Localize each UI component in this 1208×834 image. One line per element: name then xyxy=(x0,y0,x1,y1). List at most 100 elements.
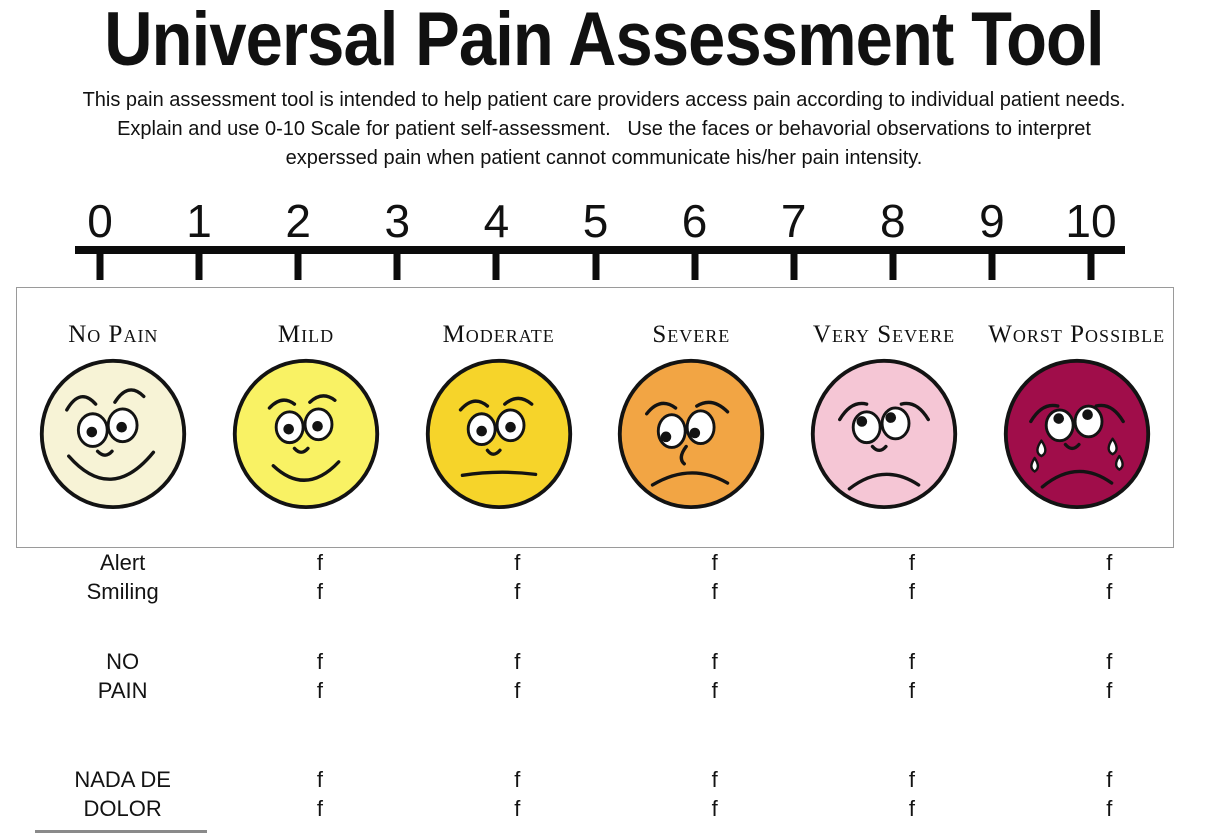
face-column-worst-possible: Worst Possible xyxy=(980,288,1173,547)
pain-scale-numbers: 0 1 2 3 4 5 6 7 8 9 10 xyxy=(87,194,1116,247)
behavior-row-pain: PAIN f f f f f xyxy=(24,678,1208,704)
behavior-mark: f xyxy=(908,579,916,604)
behavior-mark: f xyxy=(908,678,916,703)
face-column-very-severe: Very Severe xyxy=(788,288,981,547)
face-features xyxy=(458,396,537,478)
scale-tick xyxy=(96,252,104,280)
scale-number: 8 xyxy=(880,195,906,247)
scale-number: 1 xyxy=(186,195,212,247)
behavior-mark: f xyxy=(1106,678,1113,703)
face-label: No Pain xyxy=(68,321,159,348)
face-mild-icon xyxy=(232,358,380,510)
behavior-row-dolor: DOLOR f f f f f xyxy=(24,796,1208,822)
behavior-row-alert: Alert f f f f f xyxy=(24,550,1208,576)
behavior-mark: f xyxy=(1106,649,1113,674)
face-label: Moderate xyxy=(442,321,555,348)
subtitle-line: Explain and use 0-10 Scale for patient s… xyxy=(117,118,1091,140)
behavior-mark: f xyxy=(711,579,718,604)
behavior-mark: f xyxy=(711,649,718,674)
behavior-mark: f xyxy=(514,796,521,821)
face-features xyxy=(1028,403,1125,489)
pain-scale-ticks xyxy=(96,252,1095,280)
behavior-mark: f xyxy=(316,678,324,703)
behavior-label: NO xyxy=(106,649,140,674)
scale-number: 6 xyxy=(681,195,708,247)
scale-number: 4 xyxy=(483,195,510,247)
scale-number: 7 xyxy=(780,195,807,247)
scale-tick xyxy=(592,252,599,280)
face-column-no-pain: No Pain xyxy=(17,288,210,547)
behavior-label: PAIN xyxy=(97,678,148,703)
face-label: Mild xyxy=(277,321,335,348)
face-column-moderate: Moderate xyxy=(402,288,595,547)
face-features xyxy=(65,388,156,481)
behavior-mark: f xyxy=(316,767,324,792)
behavior-mark: f xyxy=(514,678,521,703)
behavior-row-no: NO f f f f f xyxy=(24,649,1208,675)
tear-icon xyxy=(1029,437,1124,473)
cropped-scale-bar-artifact xyxy=(35,830,207,833)
behavior-mark: f xyxy=(1106,550,1113,575)
behavior-mark: f xyxy=(514,649,521,674)
face-label: Very Severe xyxy=(812,321,956,348)
behavior-mark: f xyxy=(711,550,718,575)
behavior-mark: f xyxy=(908,550,916,575)
behavior-label: Alert xyxy=(100,550,146,575)
face-severe-icon xyxy=(618,358,765,510)
scale-number: 10 xyxy=(1065,195,1117,247)
subtitle-line: experssed pain when patient cannot commu… xyxy=(285,147,923,169)
behavior-mark: f xyxy=(1106,767,1113,792)
behavior-mark: f xyxy=(1106,579,1113,604)
behavior-mark: f xyxy=(711,678,718,703)
behavior-mark: f xyxy=(316,550,324,575)
behavior-mark: f xyxy=(514,767,521,792)
face-label: Worst Possible xyxy=(988,321,1166,348)
scale-number: 2 xyxy=(285,195,311,247)
behavior-row-smiling: Smiling f f f f f xyxy=(24,579,1208,605)
behavior-label: Smiling xyxy=(86,579,159,604)
behavior-mark: f xyxy=(908,767,916,792)
scale-tick xyxy=(988,252,996,280)
behavior-mark: f xyxy=(908,796,916,821)
behavior-mark: f xyxy=(908,649,916,674)
behavior-label: NADA DE xyxy=(74,767,171,792)
face-circle xyxy=(1003,358,1150,510)
scale-tick xyxy=(889,252,897,280)
pain-scale-bar xyxy=(75,246,1125,254)
face-very-severe-icon xyxy=(810,358,958,510)
behavior-label: DOLOR xyxy=(83,796,162,821)
behavior-mark: f xyxy=(711,767,718,792)
behavior-mark: f xyxy=(1106,796,1113,821)
face-features xyxy=(838,401,930,491)
face-label: Severe xyxy=(652,321,731,348)
subtitle-line: This pain assessment tool is intended to… xyxy=(82,89,1126,111)
scale-number: 0 xyxy=(87,195,113,247)
face-features xyxy=(267,394,341,482)
face-circle xyxy=(232,358,380,510)
face-column-severe: Severe xyxy=(595,288,788,547)
face-worst-possible-icon xyxy=(1003,358,1150,510)
scale-tick xyxy=(393,252,401,280)
behavior-mark: f xyxy=(711,796,718,821)
behavior-mark: f xyxy=(514,550,521,575)
face-column-mild: Mild xyxy=(210,288,403,547)
scale-tick xyxy=(790,252,798,280)
face-features xyxy=(645,400,730,487)
scale-number: 9 xyxy=(979,195,1005,247)
face-moderate-icon xyxy=(425,358,572,510)
subtitle: This pain assessment tool is intended to… xyxy=(0,86,1208,173)
behavior-mark: f xyxy=(316,579,324,604)
scale-tick xyxy=(691,252,699,280)
behavior-row-nada-de: NADA DE f f f f f xyxy=(24,767,1208,793)
scale-tick xyxy=(294,252,302,280)
scale-tick xyxy=(1087,252,1095,280)
behavior-mark: f xyxy=(316,649,324,674)
face-no-pain-icon xyxy=(40,358,187,510)
faces-panel: No Pain Mild xyxy=(16,287,1174,548)
scale-number: 3 xyxy=(384,195,411,247)
behavior-mark: f xyxy=(514,579,521,604)
behavior-mark: f xyxy=(316,796,324,821)
scale-number: 5 xyxy=(582,195,609,247)
scale-tick xyxy=(492,252,500,280)
